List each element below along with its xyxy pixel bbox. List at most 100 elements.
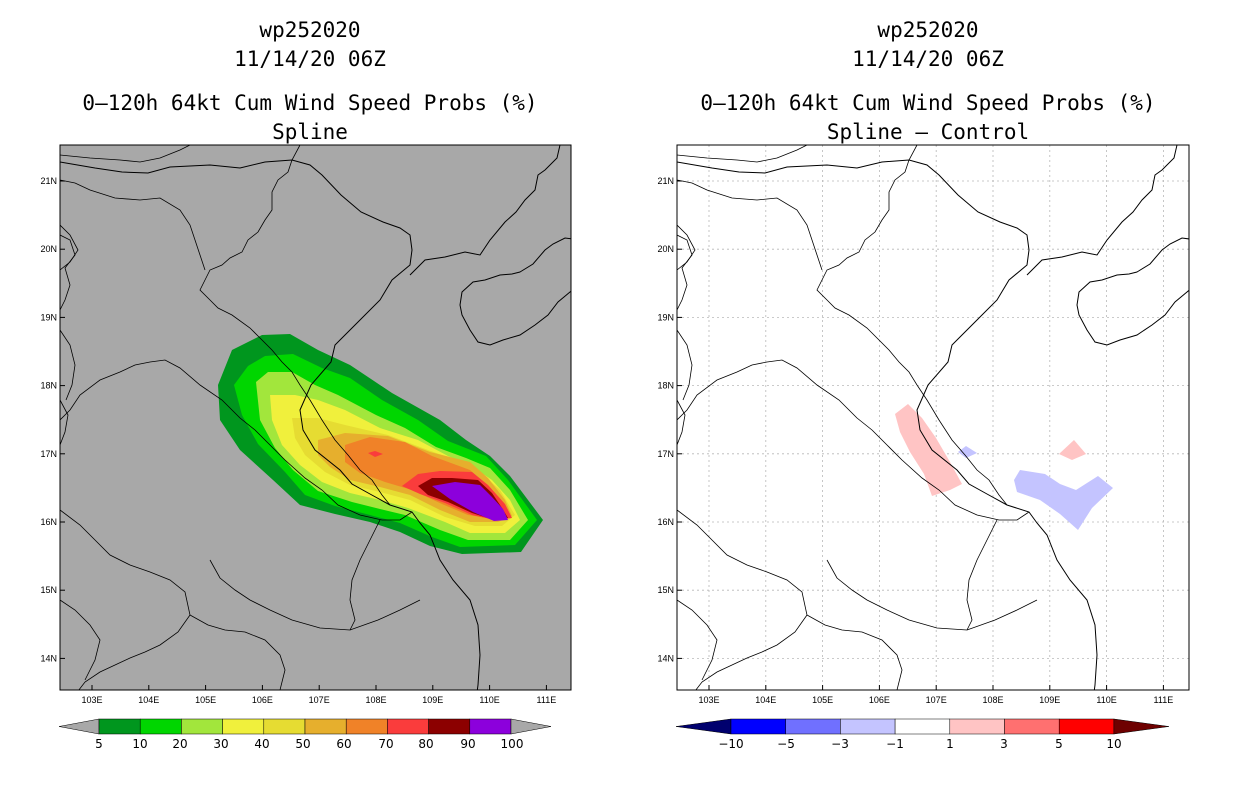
- right-gridlines: [677, 145, 1189, 690]
- left_panel-cb-swatch: [345, 718, 388, 735]
- left_panel-lat-label: 18N: [40, 381, 57, 391]
- left-panel: wp252020 11/14/20 06Z 0–120h 64kt Cum Wi…: [40, 18, 572, 751]
- left_panel-cb-swatch: [304, 718, 347, 735]
- right_panel-cb-low-arrow: [675, 718, 732, 735]
- left-colorbar: [58, 718, 552, 735]
- right-cb-label-neg10: −10: [718, 737, 743, 751]
- left_panel-lon-label: 106E: [252, 695, 273, 705]
- diff-positive-offshore: [1059, 440, 1086, 460]
- right-cb-label-5: 5: [1055, 737, 1063, 751]
- right_panel-lon-label: 105E: [812, 695, 833, 705]
- left_panel-cb-high-arrow: [510, 718, 552, 735]
- left-map: [60, 145, 571, 690]
- diff-negative-small: [958, 446, 977, 458]
- right_panel-cb-swatch: [730, 718, 786, 735]
- right_panel-cb-swatch: [840, 718, 896, 735]
- right-colorbar: [675, 718, 1169, 735]
- left-cb-label-80: 80: [418, 737, 433, 751]
- right_panel-lat-label: 15N: [657, 585, 674, 595]
- left_panel-cb-low-arrow: [58, 718, 100, 735]
- left-axis-ticks: 103E 104E 105E 106E 107E 108E 109E 110E 111E 21N 2…: [40, 176, 556, 705]
- right-colorbar-labels: −10 −5 −3 −1 1 3 5 10: [718, 737, 1121, 751]
- right_panel-lon-label: 106E: [869, 695, 890, 705]
- right_panel-lon-label: 103E: [698, 695, 719, 705]
- right_panel-cb-high-arrow: [1113, 718, 1169, 735]
- left_panel-lat-label: 15N: [40, 585, 57, 595]
- left-cb-label-90: 90: [460, 737, 475, 751]
- left_panel-lat-label: 20N: [40, 244, 57, 254]
- left-cb-label-40: 40: [254, 737, 269, 751]
- left-colorbar-labels: 5 10 20 30 40 50 60 70 80 90 100: [95, 737, 523, 751]
- contour-inner-max: [368, 451, 383, 457]
- left_panel-cb-swatch: [428, 718, 471, 735]
- left_panel-lon-label: 108E: [365, 695, 386, 705]
- left-cb-label-10: 10: [132, 737, 147, 751]
- right_panel-cb-swatch: [785, 718, 841, 735]
- left-cb-label-20: 20: [172, 737, 187, 751]
- right-map: [677, 145, 1189, 690]
- probability-contours: [218, 334, 543, 554]
- left_panel-cb-swatch: [139, 718, 182, 735]
- left-cb-label-5: 5: [95, 737, 103, 751]
- left_panel-lat-label: 19N: [40, 312, 57, 322]
- left_panel-lon-label: 104E: [138, 695, 159, 705]
- right_panel-cb-swatch: [1058, 718, 1115, 735]
- diff-positive-coast: [895, 404, 962, 496]
- left_panel-lat-label: 14N: [40, 653, 57, 663]
- right-datetime: 11/14/20 06Z: [852, 47, 1004, 71]
- right-cb-label-neg5: −5: [777, 737, 795, 751]
- right-cb-label-10: 10: [1106, 737, 1121, 751]
- left-map-frame: [59, 144, 572, 691]
- right-cb-label-neg1: −1: [886, 737, 904, 751]
- right-axis-ticks: 103E 104E 105E 106E 107E 108E 109E 110E 111E 21N 2…: [657, 176, 1173, 705]
- left-cb-label-70: 70: [378, 737, 393, 751]
- left_panel-cb-swatch: [263, 718, 306, 735]
- right-map-background: [677, 145, 1189, 690]
- right_panel-lat-label: 14N: [657, 653, 674, 663]
- right_panel-lat-label: 20N: [657, 244, 674, 254]
- left_panel-cb-swatch: [469, 718, 512, 735]
- left_panel-cb-swatch: [98, 718, 141, 735]
- left-cb-label-30: 30: [213, 737, 228, 751]
- left_panel-lon-label: 110E: [479, 695, 499, 705]
- right_panel-lat-label: 19N: [657, 312, 674, 322]
- left_panel-lat-label: 16N: [40, 517, 57, 527]
- right_panel-lon-label: 111E: [1154, 695, 1174, 705]
- left-datetime: 11/14/20 06Z: [234, 47, 386, 71]
- right_panel-lon-label: 107E: [926, 695, 947, 705]
- right-title: 0–120h 64kt Cum Wind Speed Probs (%): [700, 91, 1155, 115]
- right-subtitle: Spline – Control: [827, 120, 1029, 144]
- left-title: 0–120h 64kt Cum Wind Speed Probs (%): [82, 91, 537, 115]
- left-cb-label-100: 100: [501, 737, 524, 751]
- right-cb-label-3: 3: [1000, 737, 1008, 751]
- left_panel-lon-label: 111E: [537, 695, 557, 705]
- right-map-frame: [676, 144, 1190, 691]
- left_panel-lat-label: 17N: [40, 449, 57, 459]
- right_panel-lon-label: 104E: [755, 695, 776, 705]
- left-cb-label-60: 60: [336, 737, 351, 751]
- right_panel-lat-label: 18N: [657, 381, 674, 391]
- right-storm-id: wp252020: [877, 18, 978, 42]
- left-cb-label-50: 50: [295, 737, 310, 751]
- right_panel-cb-swatch: [949, 718, 1005, 735]
- right-cb-label-neg3: −3: [831, 737, 849, 751]
- left_panel-lon-label: 105E: [195, 695, 216, 705]
- right_panel-lat-label: 21N: [657, 176, 674, 186]
- left_panel-lon-label: 107E: [309, 695, 330, 705]
- left_panel-cb-swatch: [222, 718, 265, 735]
- right-panel: wp252020 11/14/20 06Z 0–120h 64kt Cum Wi…: [657, 18, 1190, 751]
- right_panel-lon-label: 110E: [1096, 695, 1116, 705]
- left-subtitle: Spline: [272, 120, 348, 144]
- right_panel-lat-label: 17N: [657, 449, 674, 459]
- left_panel-cb-swatch: [181, 718, 223, 735]
- difference-contours: [895, 404, 1113, 530]
- right_panel-cb-swatch: [1004, 718, 1060, 735]
- right_panel-lon-label: 108E: [982, 695, 1003, 705]
- right_panel-lon-label: 109E: [1039, 695, 1060, 705]
- left_panel-lat-label: 21N: [40, 176, 57, 186]
- left-storm-id: wp252020: [259, 18, 360, 42]
- left_panel-lon-label: 103E: [81, 695, 102, 705]
- right_panel-cb-swatch: [894, 718, 951, 735]
- left_panel-lon-label: 109E: [422, 695, 443, 705]
